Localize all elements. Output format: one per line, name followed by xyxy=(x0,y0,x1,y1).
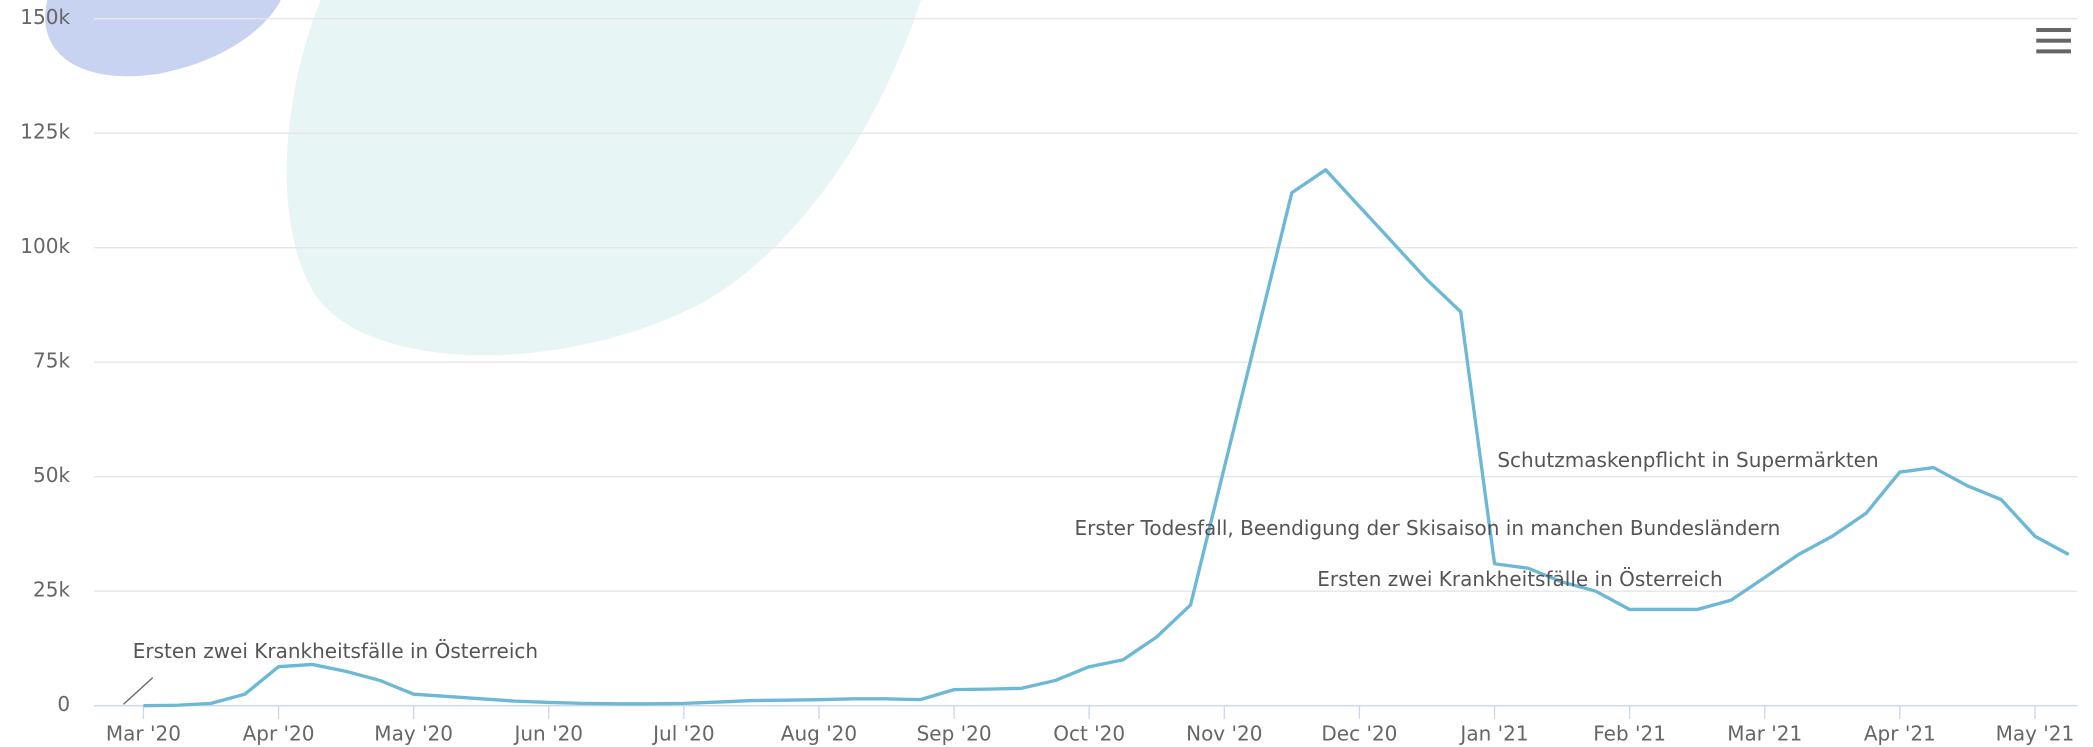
y-tick-label: 50k xyxy=(33,463,70,487)
annotation: Erster Todesfall, Beendigung der Skisais… xyxy=(1075,516,1781,540)
x-tick-label: Jun '20 xyxy=(512,721,583,745)
y-tick-label: 0 xyxy=(57,692,70,716)
x-tick-label: Aug '20 xyxy=(781,721,857,745)
annotation: Ersten zwei Krankheitsfälle in Österreic… xyxy=(133,639,538,663)
y-tick-label: 150k xyxy=(20,5,70,29)
y-tick-label: 75k xyxy=(33,349,70,373)
x-tick-label: May '21 xyxy=(1996,721,2075,745)
x-tick-label: Jan '21 xyxy=(1458,721,1528,745)
y-tick-label: 125k xyxy=(20,120,70,144)
x-tick-label: Dec '20 xyxy=(1321,721,1397,745)
annotation: Ersten zwei Krankheitsfälle in Österreic… xyxy=(1317,567,1722,591)
x-tick-label: Apr '20 xyxy=(243,721,315,745)
x-tick-label: Oct '20 xyxy=(1053,721,1125,745)
x-tick-label: Apr '21 xyxy=(1864,721,1936,745)
annotation-connector xyxy=(123,678,152,705)
y-tick-label: 100k xyxy=(20,234,70,258)
x-tick-label: Feb '21 xyxy=(1593,721,1666,745)
y-tick-label: 25k xyxy=(33,578,70,602)
x-tick-label: Nov '20 xyxy=(1186,721,1262,745)
x-tick-label: Mar '20 xyxy=(106,721,181,745)
x-tick-label: May '20 xyxy=(374,721,453,745)
x-tick-label: Jul '20 xyxy=(651,721,714,745)
x-tick-label: Sep '20 xyxy=(917,721,992,745)
background-blob xyxy=(45,0,281,76)
chart: Ersten zwei Krankheitsfälle in Österreic… xyxy=(0,0,2093,747)
annotation: Schutzmaskenpflicht in Supermärkten xyxy=(1497,448,1878,472)
menu-button[interactable] xyxy=(2036,28,2071,53)
background-blob xyxy=(287,0,921,355)
x-tick-label: Mar '21 xyxy=(1727,721,1802,745)
